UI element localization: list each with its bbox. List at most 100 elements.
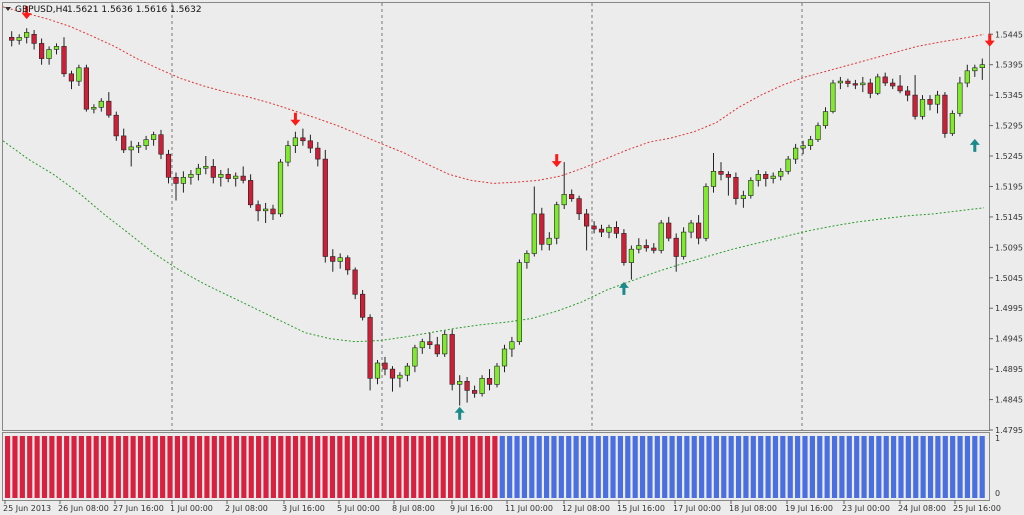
histogram-bar (425, 436, 432, 498)
candle (91, 104, 97, 114)
histogram-bar (573, 436, 579, 498)
histogram-bar (632, 436, 638, 498)
histogram-bar (854, 436, 860, 498)
time-axis: 25 Jun 2013 26 Jun 08:00 27 Jun 16:00 1 Jul… (3, 500, 1001, 513)
price-tick-label: 1.5395 (995, 61, 1023, 70)
histogram-bar (411, 436, 417, 498)
candle (509, 336, 515, 357)
candle (218, 170, 224, 187)
histogram-bar (913, 436, 919, 498)
histogram-bar (713, 436, 719, 498)
dropdown-triangle-icon[interactable] (5, 7, 11, 11)
histogram-bar (329, 436, 336, 498)
histogram-bar (130, 436, 136, 498)
histogram-bar (137, 436, 144, 498)
price-tick-label: 1.5045 (995, 274, 1023, 283)
candle (68, 70, 74, 90)
candle (763, 171, 769, 187)
histogram-bar (241, 436, 247, 498)
histogram-bar (839, 436, 845, 498)
buy-arrow-icon (618, 281, 629, 295)
time-tick-label: 18 Jul 08:00 (729, 504, 777, 513)
candle (568, 189, 575, 202)
time-tick-label: 1 Jul 00:00 (170, 504, 213, 513)
candle (539, 207, 545, 251)
candle (389, 366, 396, 392)
time-tick-label: 23 Jul 00:00 (842, 504, 890, 513)
candle (867, 78, 873, 99)
candles (9, 28, 985, 406)
candle (434, 336, 440, 357)
histogram-bar (248, 436, 254, 498)
histogram-bar (196, 436, 203, 498)
candle (270, 204, 276, 220)
histogram-bar (964, 436, 971, 498)
histogram-bar (352, 436, 358, 498)
price-tick-label: 1.4795 (995, 426, 1023, 435)
candle (23, 28, 30, 44)
histogram-bar (706, 436, 712, 498)
candle (300, 128, 306, 146)
candle (845, 78, 851, 88)
histogram-bar (285, 436, 291, 498)
histogram-bar (182, 436, 188, 498)
histogram-bar (455, 436, 461, 498)
candle (83, 64, 89, 112)
price-tick-label: 1.4895 (995, 365, 1023, 374)
candle (636, 238, 642, 254)
candle (778, 168, 784, 181)
price-tick-label: 1.4945 (995, 335, 1023, 344)
bands (2, 6, 985, 343)
histogram-bar (174, 436, 180, 498)
histogram-bar (462, 436, 468, 498)
histogram-bar (831, 436, 838, 498)
candle (666, 216, 672, 242)
candle (412, 344, 418, 373)
histogram-bar (418, 436, 424, 498)
candle (136, 142, 142, 153)
histogram-bar (536, 436, 542, 498)
histogram-bar (366, 436, 372, 498)
histogram-bar (588, 436, 594, 498)
histogram-bar (403, 436, 409, 498)
candle (807, 135, 814, 150)
histogram-bar (492, 436, 498, 498)
candle (471, 385, 478, 398)
candle (531, 186, 537, 257)
candle (464, 377, 470, 403)
histogram-bar (750, 436, 756, 498)
candle (748, 177, 754, 199)
candle (210, 159, 216, 184)
time-tick-label: 27 Jun 16:00 (113, 504, 164, 513)
histogram-bar (758, 436, 764, 498)
histogram-bar (78, 436, 84, 498)
histogram-bar (809, 436, 815, 498)
histogram-bar (861, 436, 867, 498)
histogram-bar (256, 436, 262, 498)
candle (770, 172, 776, 184)
candle (285, 140, 291, 167)
sell-arrow-icon (21, 6, 32, 20)
candle (882, 72, 888, 86)
histogram-bar (108, 436, 114, 498)
candle (598, 224, 605, 237)
candle (292, 131, 299, 153)
histogram-bar (935, 436, 941, 498)
signal-arrows (21, 6, 995, 420)
buy-arrow-icon (454, 406, 465, 420)
candle (61, 37, 67, 77)
time-tick-label: 17 Jul 00:00 (673, 504, 721, 513)
histogram-bar (477, 436, 483, 498)
candle (307, 134, 313, 153)
candle (919, 95, 926, 120)
candle (330, 249, 336, 272)
histogram-bar (278, 436, 284, 498)
candle (718, 162, 724, 181)
histogram-bar (34, 436, 40, 498)
sell-arrow-icon (290, 112, 301, 126)
histogram-bar (152, 436, 158, 498)
candle (233, 172, 239, 187)
candle (875, 73, 881, 96)
candle (46, 46, 52, 65)
